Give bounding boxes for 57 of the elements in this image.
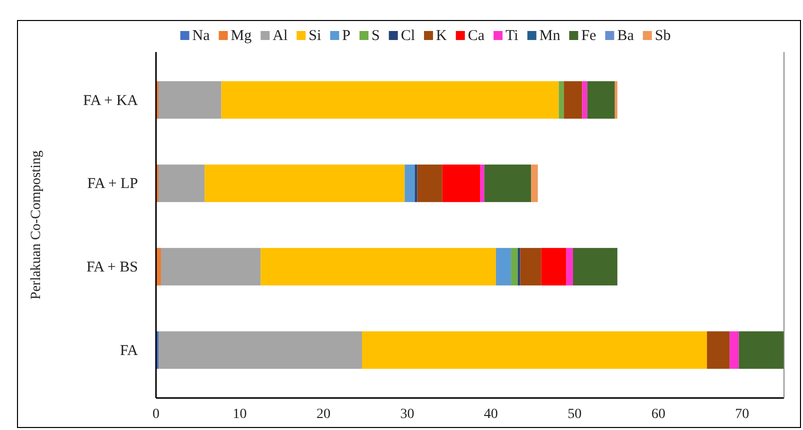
x-tick-label: 70: [735, 406, 750, 422]
bar: [558, 81, 564, 119]
bar: [480, 164, 484, 202]
bar: [484, 164, 532, 202]
bar: [564, 81, 582, 119]
bar: [566, 248, 573, 286]
legend-label: Al: [272, 28, 288, 44]
y-tick-label: FA + LP: [87, 176, 138, 192]
x-tick-label: 20: [316, 406, 330, 422]
bar: [518, 248, 520, 286]
bar: [362, 331, 707, 369]
bar: [204, 164, 405, 202]
legend-label: Fe: [581, 28, 597, 44]
y-tick-label: FA + KA: [83, 92, 138, 109]
bar: [614, 81, 618, 119]
x-tick-label: 60: [651, 406, 666, 422]
y-axis-title: Perlakuan Co-Composting: [29, 150, 44, 300]
bar: [511, 248, 518, 286]
bar: [417, 164, 442, 202]
bar: [260, 248, 496, 286]
bar: [541, 248, 566, 286]
legend-label: Cl: [400, 28, 416, 44]
bar: [442, 164, 480, 202]
bar: [531, 164, 538, 202]
bar: [520, 248, 542, 286]
legend-label: Ca: [468, 28, 485, 44]
legend-label: Na: [192, 28, 210, 44]
bar: [572, 248, 618, 286]
legend-label: P: [342, 28, 350, 44]
x-tick-label: 30: [400, 406, 414, 422]
bar: [587, 81, 615, 119]
bar: [496, 248, 512, 286]
x-tick-label: 0: [152, 406, 160, 422]
x-tick-label: 10: [232, 406, 247, 422]
legend-label: Si: [308, 28, 322, 44]
bar: [414, 164, 418, 202]
bar: [221, 81, 559, 119]
legend-label: Sb: [654, 28, 671, 44]
legend-label: Ti: [506, 28, 518, 44]
legend-label: Ba: [617, 28, 634, 44]
legend-label: K: [436, 28, 448, 44]
bar: [730, 331, 739, 369]
legend-label: Mn: [539, 28, 561, 44]
y-tick-label: FA + BS: [86, 259, 138, 276]
bar: [582, 81, 588, 119]
legend-label: S: [371, 28, 380, 44]
bar: [158, 81, 222, 119]
bar: [161, 248, 261, 286]
legend-label: Mg: [230, 28, 252, 44]
bar: [158, 164, 205, 202]
bar: [738, 331, 784, 369]
bar: [158, 331, 362, 369]
x-tick-label: 50: [568, 406, 582, 422]
bar: [706, 331, 730, 369]
bar: [404, 164, 415, 202]
y-tick-label: FA: [120, 342, 138, 359]
x-tick-label: 40: [484, 406, 498, 422]
